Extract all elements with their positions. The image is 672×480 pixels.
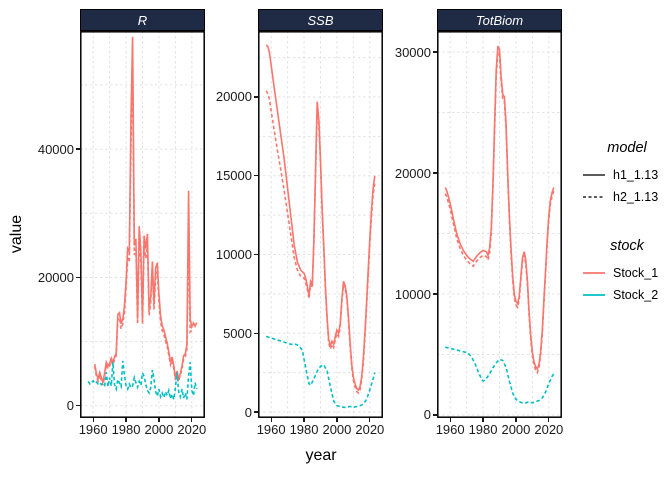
- stock2-color-line-sample: [583, 294, 605, 296]
- x-tick-label: 2020: [534, 422, 564, 437]
- x-tick-label: 1960: [78, 422, 108, 437]
- y-tick-label: 20000: [215, 89, 252, 105]
- series-line-stock_1-h2_1.13: [444, 49, 555, 375]
- x-tick-mark: [92, 418, 94, 422]
- legend-entry-h1: h1_1.13: [582, 164, 672, 186]
- x-tick-mark: [191, 418, 193, 422]
- y-tick-label: 10000: [215, 247, 252, 262]
- y-tick-label: 5000: [223, 325, 252, 341]
- plot-area-ssb: [258, 31, 383, 418]
- x-tick-label: 2000: [322, 422, 352, 437]
- x-tick-label: 2000: [501, 422, 531, 437]
- x-tick-mark: [482, 418, 484, 422]
- legend-entry-h2: h2_1.13: [582, 186, 672, 208]
- y-tick-mark: [76, 148, 80, 150]
- y-tick-label: 20000: [37, 269, 74, 285]
- y-tick-mark: [433, 172, 437, 174]
- y-tick-mark: [433, 414, 437, 416]
- dashed-line-sample: [583, 196, 605, 198]
- x-tick-mark: [270, 418, 272, 422]
- legend-entry-stock1: Stock_1: [582, 262, 672, 284]
- x-tick-mark: [515, 418, 517, 422]
- y-tick-mark: [76, 276, 80, 279]
- series-line-stock_2-h2_1.13: [265, 335, 376, 409]
- x-tick-label: 1960: [256, 422, 286, 437]
- x-tick-mark: [336, 418, 338, 422]
- legend-entry-label: Stock_1: [613, 266, 659, 280]
- y-tick-mark: [433, 293, 437, 295]
- panel-canvas: [437, 31, 562, 418]
- legend-stock-title: stock: [610, 238, 644, 254]
- legend-entry-stock2: Stock_2: [582, 284, 672, 306]
- x-tick-label: 2020: [177, 422, 207, 437]
- x-tick-label: 2000: [144, 422, 174, 437]
- y-axis-title: value: [8, 214, 25, 254]
- x-tick-mark: [303, 418, 305, 422]
- plot-area-r: [80, 31, 205, 418]
- series-line-stock_2-h2_1.13: [445, 346, 555, 404]
- y-tick-mark: [433, 51, 437, 53]
- x-tick-label: 1980: [289, 422, 319, 437]
- y-tick-label: 10000: [394, 286, 431, 302]
- series-line-stock_1-h1_1.13: [94, 36, 198, 383]
- y-tick-mark: [254, 332, 258, 334]
- panel-border: [258, 31, 383, 418]
- panel-canvas: [80, 31, 205, 418]
- y-tick-mark: [254, 411, 258, 413]
- x-tick-mark: [369, 418, 371, 422]
- x-tick-label: 1960: [435, 422, 465, 437]
- x-tick-label: 1980: [468, 422, 498, 437]
- x-tick-label: 1980: [111, 422, 141, 437]
- x-tick-mark: [449, 418, 451, 422]
- stock1-color-line-sample: [583, 272, 605, 274]
- y-tick-mark: [254, 175, 258, 177]
- legend-entry-label: h1_1.13: [613, 168, 659, 182]
- panel-canvas: [258, 31, 383, 418]
- y-tick-mark: [254, 96, 258, 98]
- legend-entry-label: h2_1.13: [613, 190, 659, 204]
- y-tick-label: 0: [66, 398, 74, 414]
- y-tick-label: 15000: [215, 168, 252, 184]
- legend-model-title: model: [607, 140, 647, 156]
- facet-strip-ssb: SSB: [258, 9, 383, 31]
- y-tick-label: 30000: [394, 44, 431, 60]
- x-tick-label: 2020: [355, 422, 385, 437]
- legend-entry-label: Stock_2: [613, 288, 659, 302]
- x-tick-mark: [548, 418, 550, 422]
- panel-border: [437, 31, 562, 418]
- series-line-stock_2-h2_1.13: [87, 360, 198, 402]
- y-tick-label: 0: [244, 404, 252, 420]
- y-tick-label: 0: [423, 407, 431, 423]
- y-tick-mark: [76, 405, 80, 407]
- x-tick-mark: [158, 418, 160, 422]
- facet-strip-r: R: [80, 9, 205, 31]
- legend: model h1_1.13 h2_1.13 stock Stock_1 Stoc: [582, 140, 672, 306]
- y-tick-label: 20000: [394, 165, 431, 181]
- x-tick-mark: [125, 418, 127, 422]
- y-tick-mark: [254, 253, 258, 256]
- solid-line-sample: [583, 174, 605, 176]
- x-axis-title: year: [305, 447, 337, 464]
- panel-border: [80, 31, 205, 418]
- plot-area-totbiom: [437, 31, 562, 418]
- facet-strip-totbiom: TotBiom: [437, 9, 562, 31]
- y-tick-label: 40000: [37, 141, 74, 157]
